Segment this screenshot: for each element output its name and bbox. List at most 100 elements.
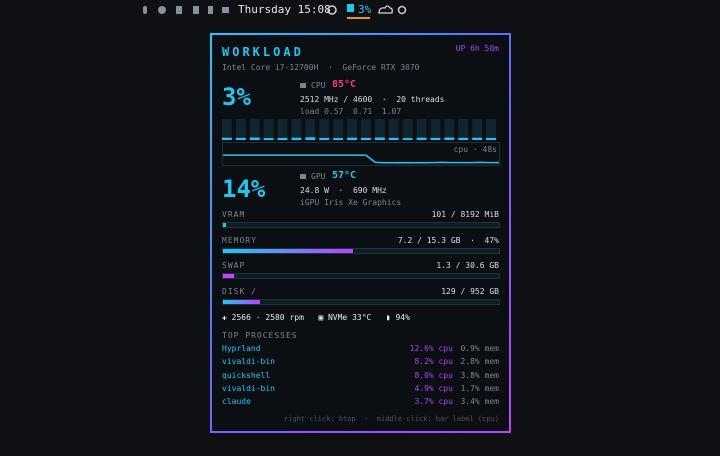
active-underline [347, 17, 370, 19]
core-slot [333, 119, 344, 140]
core-bar [374, 137, 385, 140]
fan-speed: 2566 · 2580 rpm [231, 313, 304, 322]
gpu-name: iGPU Iris Xe Graphics [300, 198, 402, 207]
core-bar [444, 137, 455, 140]
clock[interactable]: Thursday 15:08 [238, 3, 331, 16]
core-bar [486, 137, 496, 140]
core-bar [472, 137, 483, 140]
core-slot [361, 119, 371, 140]
core-slot [319, 119, 330, 140]
core-bar [263, 138, 274, 140]
panel-title: WORKLOAD [222, 45, 304, 59]
core-slot [263, 119, 274, 140]
process-cpu: 8.2% cpu [414, 357, 453, 367]
core-slot [472, 119, 483, 140]
core-bar [319, 137, 330, 140]
history-line [223, 154, 499, 164]
top-bar: Thursday 15:08 3% [0, 0, 720, 22]
cpu-freq: 2512 MHz / 4600 · 20 threads [300, 95, 445, 104]
core-slot [305, 119, 316, 140]
core-bar [222, 137, 232, 140]
meter-label: VRAM [222, 210, 246, 219]
process-cpu: 12.6% cpu [409, 344, 453, 353]
process-cpu: 4.9% cpu [414, 383, 453, 393]
meter-label: MEMORY [222, 235, 257, 245]
meter-fill [223, 274, 235, 278]
gpu-temp: 57°C [332, 170, 357, 181]
history-label: cpu · 48s [453, 145, 497, 154]
meter-value: 7.2 / 15.3 GB · 47% [397, 235, 499, 245]
core-slot [430, 119, 441, 140]
meter-track [222, 247, 500, 254]
core-bar [347, 137, 357, 140]
process-mem: 3.8% mem [460, 370, 499, 380]
gpu-power: 24.8 W · 690 MHz [300, 186, 387, 195]
uptime: UP 6h 50m [455, 44, 499, 53]
core-slot [374, 119, 385, 140]
meter-value: 129 / 952 GB [441, 286, 499, 296]
process-mem: 3.4% mem [460, 397, 499, 407]
gpu-chip-icon [300, 174, 306, 179]
process-mem: 2.8% mem [460, 357, 499, 367]
process-name: claude [222, 397, 251, 407]
core-slot [458, 119, 469, 140]
cpu-icon [347, 4, 354, 12]
meter-value: 1.3 / 30.6 GB [436, 261, 499, 270]
cpu-indicator[interactable]: 3% [358, 3, 372, 16]
cpu-history [222, 142, 500, 166]
tray-icons[interactable] [140, 4, 230, 16]
core-slot [388, 119, 399, 140]
cpu-temp: 85°C [332, 79, 357, 90]
core-bar [249, 137, 260, 140]
core-slot [402, 119, 413, 140]
core-bar [305, 137, 316, 140]
process-name: vivaldi-bin [222, 383, 275, 393]
nvme-temp: NVMe 33°C [327, 313, 372, 322]
process-name: quickshell [222, 370, 271, 380]
core-slot [235, 119, 246, 140]
process-cpu: 8.0% cpu [414, 370, 453, 380]
meter-value: 101 / 8192 MiB [431, 210, 499, 219]
process-mem: 1.7% mem [460, 383, 499, 393]
core-slot [277, 119, 288, 140]
core-slot [416, 119, 427, 140]
core-slot [291, 119, 302, 140]
core-slot [249, 119, 260, 140]
cpu-usage: 3% [222, 83, 251, 111]
core-bar [277, 137, 288, 140]
workload-panel: WORKLOAD UP 6h 50m Intel Core i7-12700H … [210, 33, 511, 433]
core-bar [388, 137, 399, 140]
core-slot [347, 119, 357, 140]
cpu-label: CPU [311, 81, 326, 90]
sensors: ✚ 2566 · 2580 rpm ▣ NVMe 33°C ▮ 94% [222, 313, 410, 322]
meter-label: SWAP [222, 261, 246, 270]
meter-fill [223, 248, 353, 253]
process-cpu: 3.7% cpu [414, 397, 453, 407]
battery: 94% [395, 313, 410, 322]
core-bar [361, 137, 371, 140]
process-mem: 0.9% mem [460, 344, 499, 353]
hardware: Intel Core i7-12700H · GeForce RTX 3070 [222, 63, 420, 72]
meter-track [222, 222, 500, 228]
core-bar [430, 137, 441, 140]
core-bar [416, 137, 427, 140]
gpu-usage: 14% [222, 175, 266, 203]
core-bar [333, 138, 344, 140]
gpu-label: GPU [311, 172, 326, 181]
core-bar [235, 137, 246, 140]
cpu-load: load 0.57 0.71 1.07 [300, 107, 402, 116]
core-bar [458, 137, 469, 140]
core-bars [222, 119, 496, 140]
status-icons[interactable] [377, 3, 411, 17]
meter-label: DISK / [222, 286, 257, 296]
core-bar [402, 138, 413, 140]
cpu-chip-icon [300, 83, 306, 88]
meter-track [222, 298, 500, 305]
core-slot [444, 119, 455, 140]
core-slot [222, 119, 232, 140]
timer-icon[interactable] [326, 4, 338, 16]
process-name: vivaldi-bin [222, 357, 275, 367]
core-slot [486, 119, 496, 140]
core-bar [291, 137, 302, 140]
